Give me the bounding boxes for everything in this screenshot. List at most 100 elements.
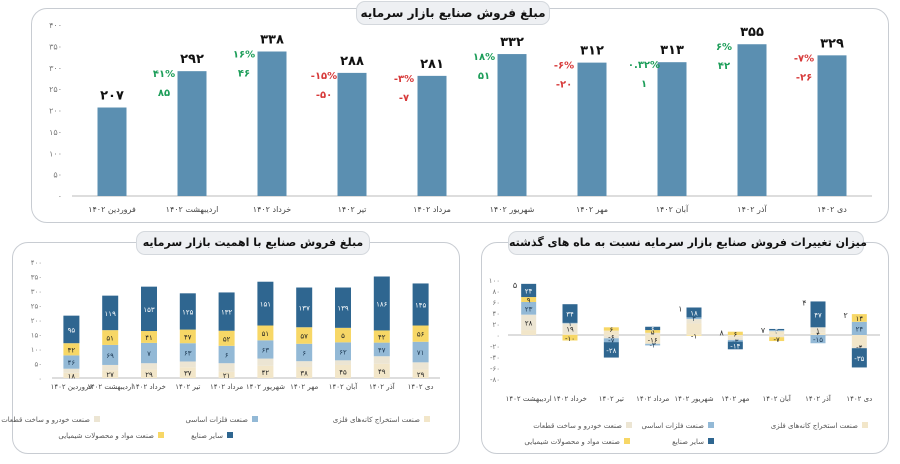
x-tick-label: مهر ۱۴۰۲ [290,383,318,391]
segment-label: -۶ [608,334,615,342]
stack-segment [562,323,578,334]
stack-segment [521,314,537,331]
stack-segment [603,342,619,358]
segment-label: ۱۸۶ [376,300,388,308]
stack-segment [645,330,661,333]
y-tick-label: ۵۰ [53,171,62,180]
stack-segment [63,372,80,378]
segment-label: ۳۷ [184,370,192,378]
segment-label: ۲۳ [525,305,533,313]
segment-label: ۲ [775,328,779,336]
legend-swatch [862,422,868,428]
y-tick-label: ۱۵۰ [31,332,42,340]
x-tick-label: آذر ۱۴۰۲ [369,382,396,391]
stack-segment [257,281,274,326]
stack-segment [335,342,351,361]
abs-change-label: -۵۰ [316,90,332,101]
legend-label: صنعت مواد و محصولات شیمیایی [524,438,620,446]
segment-label: ۵ [651,328,655,336]
segment-label: ۴۲ [68,346,76,354]
stack-segment [851,348,867,368]
segment-label: -۳۵ [854,355,864,363]
pct-change-label: ۴۱% [153,69,175,80]
stack-segment [412,362,429,370]
x-tick-label: خرداد ۱۴۰۲ [253,205,291,214]
stack-segment [769,331,785,335]
abs-change-label: ۱ [641,79,647,90]
side-label: ۸ [720,329,725,338]
stack-segment [335,327,351,343]
y-tick-label: ۴۰۰ [31,259,42,267]
stack-segment [412,369,429,378]
segment-label: ۴۷ [378,346,386,354]
segment-label: ۳۴ [566,311,574,319]
stack-segment [562,304,578,323]
stack-segment [521,302,537,315]
stack-segment [412,341,429,363]
abs-change-label: ۴۶ [238,69,250,80]
bar [577,62,607,197]
x-tick-label: مرداد ۱۴۰۲ [210,383,243,391]
segment-label: ۱۸ [690,309,698,317]
bar-value-label: ۳۳۸ [260,33,284,48]
segment-label: ۴۲ [378,334,386,342]
x-tick-label: تیر ۱۴۰۲ [599,395,624,403]
y-tick-label: ۳۵۰ [31,274,42,282]
x-tick-label: مرداد ۱۴۰۲ [413,205,451,214]
segment-label: ۹ [527,297,531,305]
abs-change-label: ۴۲ [718,61,730,72]
stack-segment [141,369,157,378]
stack-segment [63,355,80,369]
stack-segment [727,335,743,338]
bar [337,72,367,196]
legend-swatch [252,416,258,422]
y-tick-label: ۱۰۰ [489,277,500,285]
y-tick-label: ۳۰۰ [49,64,62,73]
bar [97,107,127,196]
bar-value-label: ۳۳۲ [500,35,524,50]
segment-label: ۴۶ [68,359,76,367]
stack-segment [257,340,274,359]
segment-label: ۴۹ [378,368,386,376]
bar [657,62,687,196]
x-tick-label: شهریور ۱۴۰۲ [490,205,535,214]
stack-segment [296,361,313,367]
side-label: ۱ [678,305,682,314]
y-tick-label: ۲۵۰ [49,85,62,94]
legend-swatch [94,416,100,422]
segment-label: ۲۴ [856,325,864,333]
bar [177,71,207,196]
pct-change-label: ۶% [716,42,732,53]
segment-label: -۱۰ [565,335,575,343]
top-bar-chart: ۰ ۵۰ ۱۰۰ ۱۵۰ ۲۰۰ ۲۵۰ ۳۰۰ ۳۵۰ ۴۰۰ ۲۰۷ فروردین ۱۴۰۲ ۲… [49,21,872,214]
abs-change-label: -۷ [399,93,409,104]
bar-value-label: ۳۲۹ [820,36,844,51]
bar [417,75,447,196]
stack-segment [296,343,313,362]
x-tick-label: تیر ۱۴۰۲ [175,383,200,391]
segment-label: ۴۲ [262,369,270,377]
bar-value-label: ۳۱۳ [660,43,684,58]
segment-label: -۷ [608,337,615,345]
side-label: ۴ [802,298,806,307]
legend-swatch [227,432,233,438]
stack-segment [686,307,702,318]
legend-swatch [626,422,632,428]
segment-label: ۲۷ [106,371,114,379]
x-tick-label: تیر ۱۴۰۲ [338,205,367,214]
pct-change-label: ۰.۳۲% [628,60,660,71]
bar-value-label: ۲۰۷ [100,89,124,104]
segment-label: ۱۱۹ [105,310,117,318]
bar [817,55,847,196]
segment-label: -۱۴ [730,342,740,350]
segment-label: ۵۷ [300,333,308,341]
stack-segment [603,327,619,331]
bar-value-label: ۳۵۵ [740,25,764,40]
x-tick-label: مهر ۱۴۰۲ [721,395,749,403]
x-tick-label: مرداد ۱۴۰۲ [636,395,669,403]
stack-segment [727,341,743,350]
legend-label: سایر صنایع [672,438,704,446]
stack-segment [257,365,274,378]
y-tick-label: ۳۵۰ [49,42,62,51]
stack-segment [851,346,867,349]
